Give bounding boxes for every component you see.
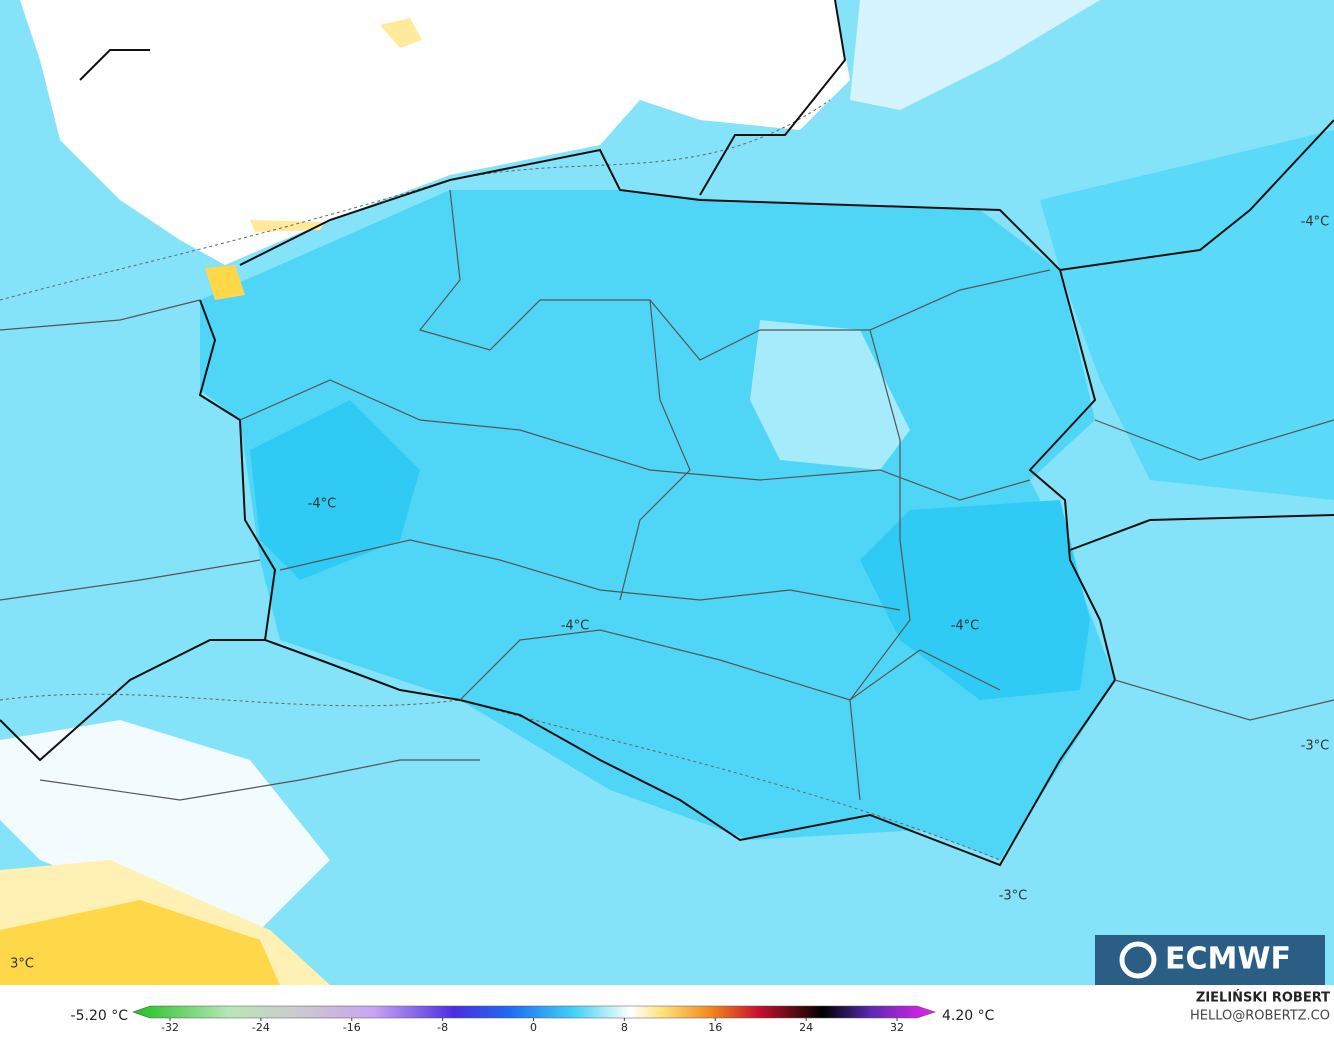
colorbar-tick-label: 16 <box>708 1021 722 1034</box>
map <box>0 0 1334 985</box>
contour-label: -3°C <box>999 889 1028 904</box>
contour-label: 3°C <box>10 957 34 972</box>
colorbar-tick-label: -8 <box>437 1021 448 1034</box>
contour-label: -4°C <box>1301 215 1330 230</box>
logo: ECMWF <box>1095 935 1325 985</box>
colorbar-tick-label: -32 <box>161 1021 179 1034</box>
logo-text: ECMWF <box>1165 942 1291 977</box>
contour-labels: -4°C -4°C -4°C -4°C -3°C -3°C 3°C <box>10 215 1329 972</box>
colorbar-tick-label: -16 <box>343 1021 361 1034</box>
colorbar-max-label: 4.20 °C <box>942 1008 995 1024</box>
colorbar <box>132 1005 936 1019</box>
credit-name: ZIELIŃSKI ROBERT <box>1196 990 1330 1006</box>
credit-email: HELLO@ROBERTZ.CO <box>1190 1009 1330 1024</box>
contour-label: -4°C <box>561 619 590 634</box>
colorbar-tick-label: 0 <box>530 1021 537 1034</box>
colorbar-min-label: -5.20 °C <box>71 1008 129 1024</box>
colorbar-tick-label: 24 <box>799 1021 813 1034</box>
colorbar-tick-label: 32 <box>890 1021 904 1034</box>
contour-label: -4°C <box>951 619 980 634</box>
colorbar-tick-label: 8 <box>621 1021 628 1034</box>
contour-label: -3°C <box>1301 739 1330 754</box>
colorbar-tick-label: -24 <box>252 1021 270 1034</box>
colorbar-ticks: -32 -24 -16 -8 0 8 16 24 32 <box>161 1018 904 1034</box>
contour-label: -4°C <box>308 497 337 512</box>
